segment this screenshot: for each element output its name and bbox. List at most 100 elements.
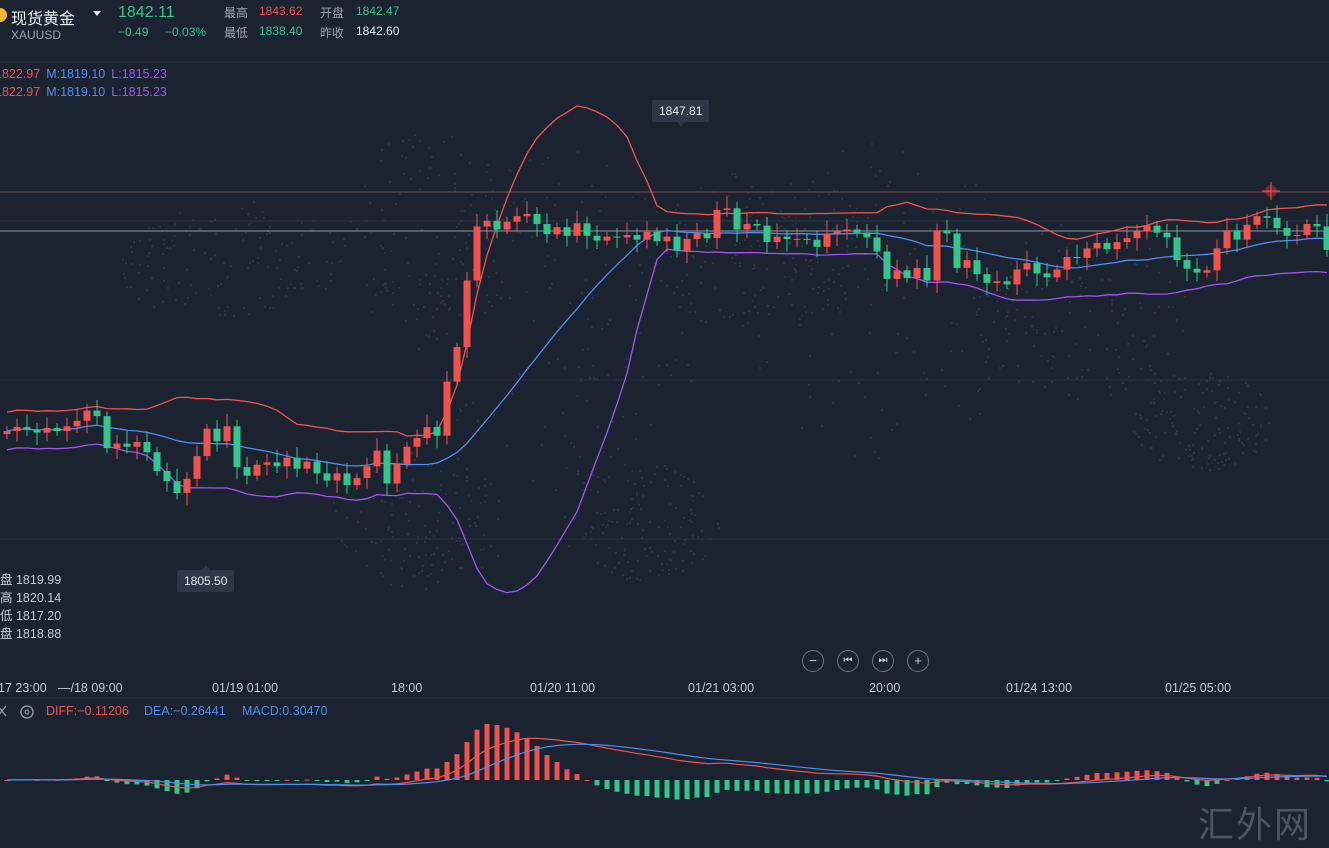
map-dot bbox=[1257, 433, 1259, 435]
map-dot bbox=[281, 243, 283, 245]
map-dot bbox=[801, 427, 803, 429]
map-dot bbox=[1207, 463, 1209, 465]
candle-body bbox=[334, 473, 341, 480]
map-dot bbox=[1149, 365, 1151, 367]
map-dot bbox=[326, 261, 328, 263]
map-dot bbox=[440, 287, 442, 289]
map-dot bbox=[667, 485, 669, 487]
map-dot bbox=[762, 203, 764, 205]
map-dot bbox=[718, 527, 720, 529]
map-dot bbox=[698, 492, 700, 494]
scroll-forward-button[interactable]: ⏭ bbox=[872, 650, 894, 672]
map-dot bbox=[392, 281, 394, 283]
candle-body bbox=[714, 210, 721, 238]
map-dot bbox=[408, 139, 410, 141]
map-dot bbox=[1111, 303, 1113, 305]
map-dot bbox=[548, 362, 550, 364]
map-dot bbox=[988, 348, 990, 350]
map-dot bbox=[493, 260, 495, 262]
map-dot bbox=[522, 200, 524, 202]
map-dot bbox=[456, 475, 458, 477]
zoom-in-button[interactable]: + bbox=[907, 650, 929, 672]
map-dot bbox=[547, 157, 549, 159]
candle-body bbox=[204, 429, 211, 456]
map-dot bbox=[381, 500, 383, 502]
map-dot bbox=[162, 253, 164, 255]
map-dot bbox=[385, 283, 387, 285]
map-dot bbox=[1036, 329, 1038, 331]
candle-body bbox=[684, 239, 691, 251]
map-dot bbox=[649, 570, 651, 572]
map-dot bbox=[578, 366, 580, 368]
macd-histogram-bar bbox=[635, 780, 640, 796]
map-dot bbox=[456, 419, 458, 421]
map-dot bbox=[744, 239, 746, 241]
map-dot bbox=[1202, 392, 1204, 394]
map-dot bbox=[427, 465, 429, 467]
map-dot bbox=[690, 303, 692, 305]
map-dot bbox=[1111, 299, 1113, 301]
candle-body bbox=[1264, 216, 1271, 218]
map-dot bbox=[610, 456, 612, 458]
map-dot bbox=[784, 228, 786, 230]
zoom-out-button[interactable]: − bbox=[802, 650, 824, 672]
map-dot bbox=[640, 508, 642, 510]
map-dot bbox=[689, 519, 691, 521]
macd-histogram-bar bbox=[1165, 773, 1170, 780]
map-dot bbox=[577, 470, 579, 472]
candle-body bbox=[1174, 237, 1181, 260]
map-dot bbox=[224, 314, 226, 316]
map-dot bbox=[692, 495, 694, 497]
candle-body bbox=[1024, 263, 1031, 269]
map-dot bbox=[422, 565, 424, 567]
map-dot bbox=[1159, 392, 1161, 394]
map-dot bbox=[847, 245, 849, 247]
map-dot bbox=[366, 284, 368, 286]
map-dot bbox=[466, 480, 468, 482]
map-dot bbox=[1170, 411, 1172, 413]
candle-body bbox=[1324, 226, 1329, 250]
candle-body bbox=[1124, 238, 1131, 242]
map-dot bbox=[148, 227, 150, 229]
map-dot bbox=[795, 223, 797, 225]
map-dot bbox=[821, 425, 823, 427]
candle-body bbox=[84, 411, 91, 421]
map-dot bbox=[1211, 390, 1213, 392]
map-dot bbox=[795, 217, 797, 219]
candle-body bbox=[74, 421, 81, 427]
map-dot bbox=[1135, 433, 1137, 435]
scroll-back-button[interactable]: ⏮ bbox=[837, 650, 859, 672]
map-dot bbox=[897, 352, 899, 354]
candle-body bbox=[474, 226, 481, 280]
map-dot bbox=[456, 540, 458, 542]
map-dot bbox=[824, 224, 826, 226]
map-dot bbox=[418, 505, 420, 507]
map-dot bbox=[749, 215, 751, 217]
map-dot bbox=[747, 322, 749, 324]
map-dot bbox=[1107, 278, 1109, 280]
map-dot bbox=[549, 287, 551, 289]
macd-histogram-bar bbox=[665, 780, 670, 798]
map-dot bbox=[497, 518, 499, 520]
candle-body bbox=[644, 232, 651, 240]
map-dot bbox=[754, 295, 756, 297]
map-dot bbox=[485, 195, 487, 197]
settings-icon[interactable] bbox=[21, 706, 33, 718]
map-dot bbox=[1209, 455, 1211, 457]
map-dot bbox=[669, 503, 671, 505]
close-icon[interactable] bbox=[0, 706, 6, 716]
map-dot bbox=[1041, 233, 1043, 235]
map-dot bbox=[544, 426, 546, 428]
map-dot bbox=[163, 267, 165, 269]
settings-icon-center bbox=[25, 710, 29, 714]
map-dot bbox=[375, 294, 377, 296]
map-dot bbox=[547, 255, 549, 257]
map-dot bbox=[784, 276, 786, 278]
map-dot bbox=[1109, 279, 1111, 281]
map-dot bbox=[1227, 427, 1229, 429]
map-dot bbox=[398, 287, 400, 289]
map-dot bbox=[419, 283, 421, 285]
map-dot bbox=[811, 259, 813, 261]
macd-histogram-bar bbox=[735, 780, 740, 791]
